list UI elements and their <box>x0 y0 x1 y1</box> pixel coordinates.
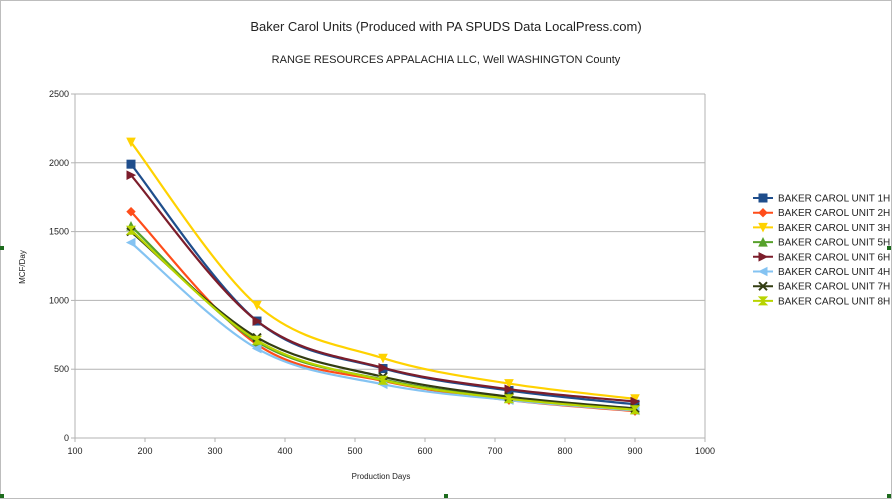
series-1 <box>126 159 640 409</box>
data-point <box>629 405 641 415</box>
data-point <box>504 384 515 394</box>
axis-layer: 0 500 1000 1500 2000 2500 100 200 300 400 500 600 70… <box>49 89 715 456</box>
series-layer <box>125 137 641 416</box>
x-tick-label: 500 <box>347 446 362 456</box>
series-line <box>130 141 636 400</box>
legend-label: BAKER CAROL UNIT 5H <box>778 238 890 249</box>
legend-marker <box>758 281 768 291</box>
chart-title: Baker Carol Units (Produced with PA SPUD… <box>250 19 641 34</box>
x-tick-label: 700 <box>487 446 502 456</box>
legend-label: BAKER CAROL UNIT 1H <box>778 194 890 205</box>
y-tick-label: 1000 <box>49 295 69 305</box>
legend-item: BAKER CAROL UNIT 8H <box>753 296 890 307</box>
legend-item: BAKER CAROL UNIT 5H <box>753 236 890 249</box>
data-point <box>251 343 262 354</box>
data-point <box>125 225 137 235</box>
data-point <box>377 375 389 385</box>
x-tick-label: 600 <box>417 446 432 456</box>
x-tick-label: 800 <box>557 446 572 456</box>
selection-handle-right[interactable] <box>887 246 891 250</box>
series-5 <box>126 170 641 407</box>
legend-marker <box>758 251 769 262</box>
selection-handle-left[interactable] <box>0 246 4 250</box>
data-point <box>251 335 263 345</box>
legend-label: BAKER CAROL UNIT 7H <box>778 282 890 293</box>
series-8 <box>125 225 641 415</box>
data-point <box>126 170 137 180</box>
legend-label: BAKER CAROL UNIT 4H <box>778 267 890 278</box>
data-point <box>252 300 262 311</box>
x-tick-label: 400 <box>277 446 292 456</box>
legend-label: BAKER CAROL UNIT 2H <box>778 208 890 219</box>
legend-item: BAKER CAROL UNIT 2H <box>753 207 890 219</box>
legend-item: BAKER CAROL UNIT 3H <box>753 222 890 234</box>
x-tick-label: 200 <box>137 446 152 456</box>
legend-item: BAKER CAROL UNIT 1H <box>753 193 890 205</box>
legend: BAKER CAROL UNIT 1H BAKER CAROL UNIT 2H BA… <box>753 193 890 307</box>
data-point <box>252 316 263 326</box>
selection-handle-bottom[interactable] <box>444 494 448 498</box>
legend-marker <box>757 296 769 306</box>
data-point <box>630 396 641 407</box>
selection-handle-bottom-right[interactable] <box>887 494 891 498</box>
y-axis-label: MCF/Day <box>18 250 27 284</box>
data-point <box>378 353 388 364</box>
data-point <box>504 379 514 389</box>
legend-marker <box>758 222 768 233</box>
x-tick-label: 900 <box>627 446 642 456</box>
y-tick-label: 1500 <box>49 227 69 237</box>
legend-label: BAKER CAROL UNIT 3H <box>778 223 890 234</box>
legend-marker <box>758 193 768 203</box>
data-point <box>378 363 389 373</box>
data-point <box>126 159 136 169</box>
legend-item: BAKER CAROL UNIT 7H <box>753 281 890 293</box>
data-point <box>125 237 136 248</box>
legend-item: BAKER CAROL UNIT 4H <box>753 266 890 278</box>
x-tick-label: 1000 <box>695 446 715 456</box>
y-tick-label: 2000 <box>49 158 69 168</box>
legend-marker <box>757 266 768 277</box>
y-tick-label: 500 <box>54 364 69 374</box>
selection-handle-bottom-left[interactable] <box>0 494 4 498</box>
y-tick-label: 2500 <box>49 89 69 99</box>
chart-subtitle: RANGE RESOURCES APPALACHIA LLC, Well WAS… <box>272 54 621 66</box>
legend-marker <box>758 236 768 247</box>
legend-label: BAKER CAROL UNIT 8H <box>778 296 890 307</box>
series-3 <box>126 137 640 404</box>
data-point <box>126 137 136 148</box>
legend-label: BAKER CAROL UNIT 6H <box>778 252 890 263</box>
legend-item: BAKER CAROL UNIT 6H <box>753 251 890 263</box>
x-tick-label: 100 <box>67 446 82 456</box>
data-point <box>126 206 136 217</box>
legend-marker <box>758 207 768 218</box>
x-tick-label: 300 <box>207 446 222 456</box>
y-tick-label: 0 <box>64 433 69 443</box>
data-point <box>503 394 515 404</box>
x-axis-label: Production Days <box>352 472 411 481</box>
